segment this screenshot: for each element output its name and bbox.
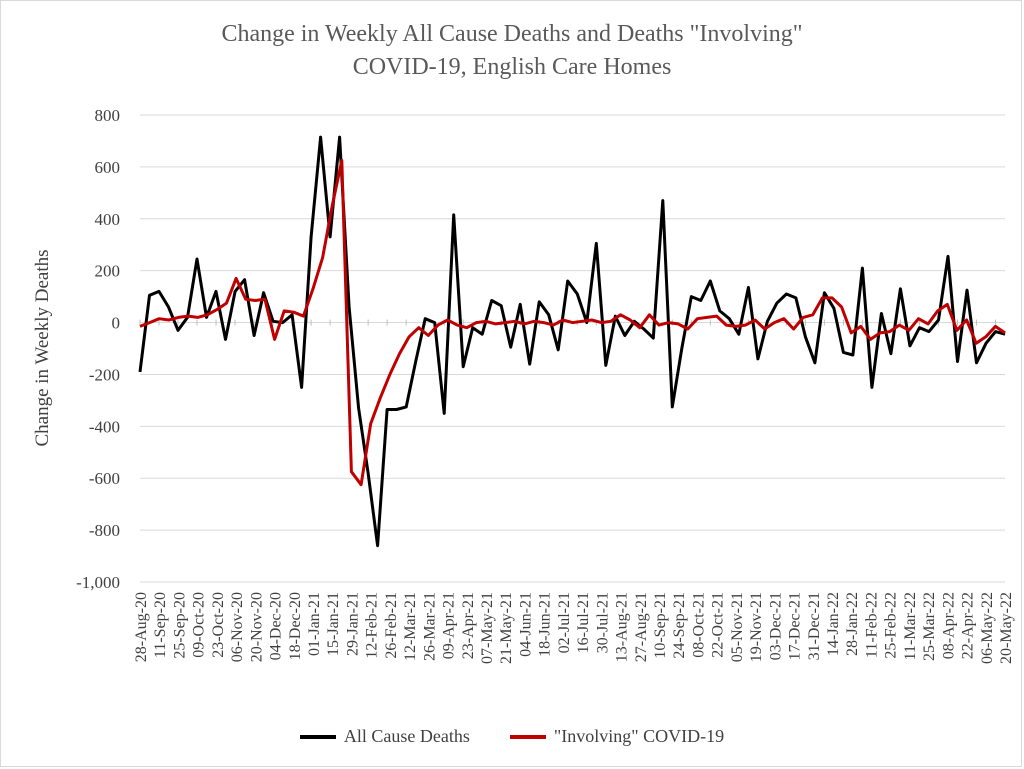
y-tick-label: -800 [89,521,120,540]
x-tick-label: 12-Feb-21 [364,592,381,659]
y-tick-label: 400 [95,210,121,229]
chart-title: Change in Weekly All Cause Deaths and De… [0,18,1024,84]
x-tick-label: 23-Oct-20 [210,592,227,658]
x-tick-label: 19-Nov-21 [748,592,765,662]
y-tick-label: -600 [89,469,120,488]
x-tick-label: 07-May-21 [479,592,496,664]
series-line-all-cause [138,135,1006,548]
chart-title-line-2: COVID-19, English Care Homes [352,54,672,80]
x-tick-label: 26-Feb-21 [383,592,400,659]
x-tick-label: 25-Sep-20 [171,592,188,659]
x-tick-label: 04-Jun-21 [517,592,534,657]
legend-label-covid: "Involving" COVID-19 [553,726,725,746]
x-tick-label: 18-Dec-20 [287,592,304,660]
x-tick-label: 16-Jul-21 [575,592,592,653]
x-tick-label: 20-Nov-20 [248,592,265,662]
y-tick-label: -200 [89,365,120,384]
legend-item-all-cause: All Cause Deaths [299,726,470,747]
x-tick-label: 29-Jan-21 [344,592,361,656]
legend-swatch-covid [509,734,546,739]
x-tick-label: 28-Jan-22 [844,592,861,656]
x-tick-label: 20-May-22 [998,592,1015,664]
x-tick-label: 26-Mar-21 [421,592,438,661]
grid-lines [140,114,1005,583]
x-tick-label: 18-Jun-21 [537,592,554,657]
legend-label-all-cause: All Cause Deaths [343,726,470,746]
y-axis-label: Change in Weekly Deaths [32,249,53,446]
x-tick-label: 31-Dec-21 [806,592,823,660]
x-tick-label: 08-Oct-21 [690,592,707,658]
x-tick-label: 10-Sep-21 [652,592,669,659]
y-tick-label: 600 [95,158,121,177]
legend: All Cause Deaths "Involving" COVID-19 [0,726,1024,747]
y-axis-ticks: 800 600 400 200 0 -200 -400 -600 -800 -1,000 [76,106,120,592]
x-tick-label: 28-Aug-20 [133,592,150,662]
x-tick-label: 09-Oct-20 [191,592,208,658]
series-lines [138,135,1006,548]
x-tick-label: 23-Apr-21 [460,592,477,659]
x-tick-label: 25-Mar-22 [921,592,938,661]
x-tick-label: 06-Nov-20 [229,592,246,662]
y-tick-label: 200 [95,262,121,281]
chart-title-line-1: Change in Weekly All Cause Deaths and De… [221,21,803,47]
x-tick-label: 13-Aug-21 [614,592,631,662]
y-tick-label: 0 [112,314,121,333]
x-tick-label: 02-Jul-21 [556,592,573,653]
series-line-covid [139,158,1006,487]
y-tick-label: -400 [89,417,120,436]
legend-swatch-all-cause [299,734,336,739]
x-tick-label: 27-Aug-21 [633,592,650,662]
x-tick-label: 11-Sep-20 [152,592,169,658]
x-tick-label: 30-Jul-21 [594,592,611,653]
legend-item-covid: "Involving" COVID-19 [509,726,725,747]
x-tick-label: 11-Feb-22 [863,592,880,658]
x-tick-label: 25-Feb-22 [883,592,900,659]
x-tick-label: 08-Apr-22 [940,592,957,659]
x-tick-label: 03-Dec-21 [767,592,784,660]
x-tick-label: 04-Dec-20 [268,592,285,660]
x-tick-label: 21-May-21 [498,592,515,664]
x-tick-label: 12-Mar-21 [402,592,419,661]
x-tick-label: 11-Mar-22 [902,592,919,660]
y-tick-label: -1,000 [76,573,120,592]
x-tick-label: 15-Jan-21 [325,592,342,656]
x-axis-tick-labels: 28-Aug-20 11-Sep-20 25-Sep-20 09-Oct-20 23-O… [133,592,1015,664]
x-tick-label: 22-Oct-21 [710,592,727,658]
x-tick-label: 24-Sep-21 [671,592,688,659]
x-tick-label: 05-Nov-21 [729,592,746,662]
y-tick-label: 800 [95,106,121,125]
x-tick-label: 17-Dec-21 [787,592,804,660]
x-tick-label: 22-Apr-22 [960,592,977,659]
x-tick-label: 09-Apr-21 [441,592,458,659]
x-tick-label: 01-Jan-21 [306,592,323,656]
x-tick-label: 14-Jan-22 [825,592,842,656]
x-tick-label: 06-May-22 [979,592,996,664]
